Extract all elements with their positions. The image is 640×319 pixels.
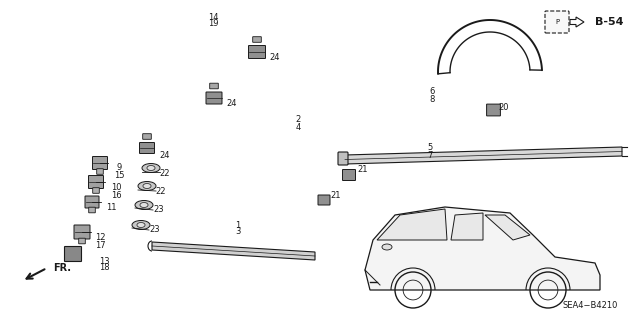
Text: 8: 8 [429,94,435,103]
Polygon shape [152,242,315,260]
FancyBboxPatch shape [338,152,348,165]
Polygon shape [485,215,530,240]
Text: B-54: B-54 [595,17,623,27]
FancyBboxPatch shape [486,104,500,116]
FancyBboxPatch shape [253,37,261,42]
Text: 12: 12 [95,234,105,242]
FancyBboxPatch shape [318,195,330,205]
Text: 7: 7 [428,151,433,160]
Text: 4: 4 [296,122,301,131]
FancyBboxPatch shape [97,169,103,174]
Text: 3: 3 [236,227,241,236]
Text: FR.: FR. [53,263,71,273]
Polygon shape [377,209,447,240]
Text: 19: 19 [208,19,218,28]
Text: 24: 24 [269,53,280,62]
Text: 22: 22 [160,168,170,177]
FancyBboxPatch shape [93,188,99,193]
Polygon shape [451,213,483,240]
Text: 1: 1 [236,220,241,229]
Text: 21: 21 [331,191,341,201]
FancyBboxPatch shape [342,169,355,181]
Text: 24: 24 [227,99,237,108]
Text: 11: 11 [106,203,116,211]
FancyBboxPatch shape [140,143,154,153]
FancyBboxPatch shape [206,92,222,104]
Text: 22: 22 [156,187,166,196]
Ellipse shape [140,203,148,207]
Text: 9: 9 [116,164,122,173]
FancyBboxPatch shape [85,196,99,208]
FancyBboxPatch shape [210,83,218,89]
Text: 2: 2 [296,115,301,124]
Text: 14: 14 [208,12,218,21]
Ellipse shape [382,244,392,250]
Ellipse shape [138,182,156,190]
FancyBboxPatch shape [89,207,95,213]
Ellipse shape [132,220,150,229]
Ellipse shape [137,223,145,227]
FancyBboxPatch shape [93,157,108,169]
FancyBboxPatch shape [74,225,90,239]
FancyBboxPatch shape [545,11,569,33]
Text: 13: 13 [99,256,109,265]
Text: 5: 5 [428,144,433,152]
Text: 15: 15 [114,170,124,180]
Text: 17: 17 [95,241,106,249]
Text: 21: 21 [358,166,368,174]
Text: SEA4−B4210: SEA4−B4210 [563,300,618,309]
Text: 24: 24 [160,151,170,160]
Text: 23: 23 [154,205,164,214]
FancyBboxPatch shape [248,46,266,58]
Ellipse shape [135,201,153,210]
Polygon shape [345,147,622,164]
Text: P: P [555,19,559,25]
Text: 10: 10 [111,183,121,192]
Text: 23: 23 [150,226,160,234]
Text: 16: 16 [111,190,122,199]
Ellipse shape [143,183,151,189]
Polygon shape [365,207,600,290]
Text: 18: 18 [99,263,109,272]
FancyBboxPatch shape [65,247,81,262]
Text: 20: 20 [499,103,509,113]
FancyBboxPatch shape [79,238,85,244]
Ellipse shape [142,164,160,173]
Ellipse shape [147,166,155,170]
FancyBboxPatch shape [143,134,151,139]
Text: 6: 6 [429,87,435,97]
FancyArrow shape [570,17,584,27]
FancyBboxPatch shape [88,175,104,189]
